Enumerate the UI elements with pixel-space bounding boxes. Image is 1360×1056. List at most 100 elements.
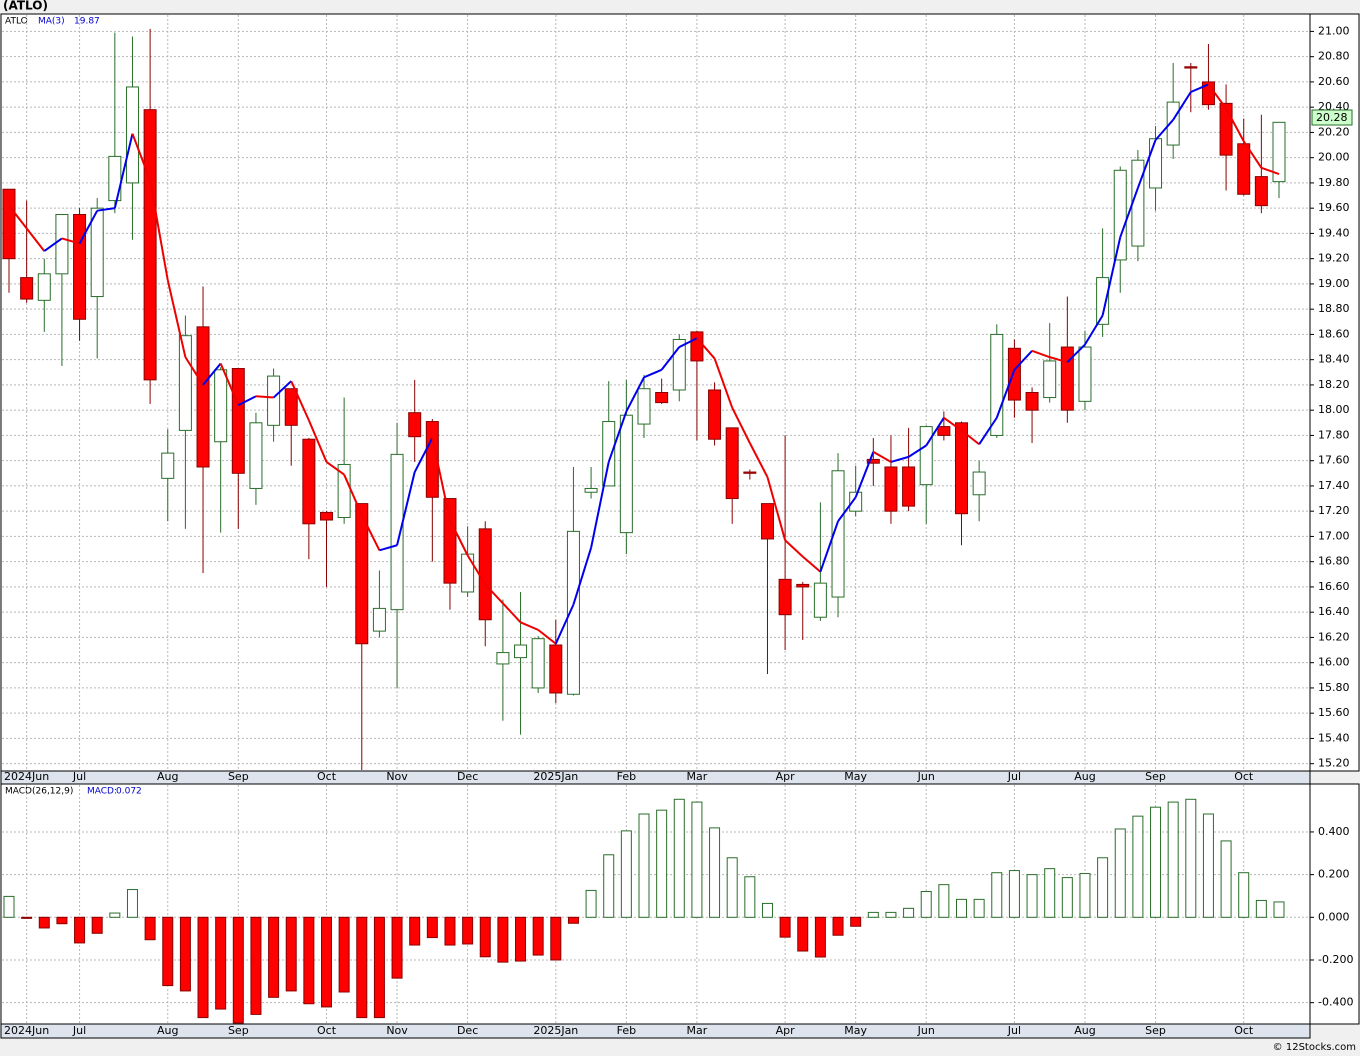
x-tick-label: May [844, 770, 867, 783]
bar [426, 916, 438, 939]
bar [1202, 813, 1214, 918]
y-tick-label: 16.20 [1318, 630, 1350, 643]
ma-line [625, 376, 645, 412]
y-tick-label: 15.80 [1318, 681, 1350, 694]
candle-body [1096, 277, 1110, 325]
macd-panel [0, 783, 1311, 1025]
ma-line [837, 496, 857, 522]
candle-body [2, 188, 16, 260]
y-tick-label: 0.000 [1318, 910, 1350, 923]
bar [1238, 872, 1250, 918]
ma-line [678, 337, 698, 348]
candle-body [972, 471, 986, 496]
candle-body [73, 213, 87, 320]
x-tick-label: Oct [317, 770, 337, 783]
y-tick-label: 18.40 [1318, 353, 1350, 366]
bar [1026, 874, 1038, 918]
ma-line [554, 604, 575, 645]
ma-line [1261, 166, 1280, 176]
x-tick-label: Apr [776, 770, 796, 783]
ma-line [272, 380, 292, 399]
candle-body [178, 335, 192, 431]
ma-line [379, 544, 398, 552]
bar [1150, 806, 1162, 918]
ma-line [731, 407, 751, 444]
ma-line [131, 133, 152, 181]
candle-body [955, 422, 968, 515]
ma-line [431, 437, 451, 521]
y-tick-label: 20.20 [1318, 125, 1350, 138]
candle-body [602, 421, 616, 487]
y-tick-label: 18.80 [1318, 302, 1350, 315]
bar [285, 916, 297, 992]
candle-body [1149, 138, 1163, 189]
candle-body [549, 644, 563, 694]
ma-line [925, 417, 945, 447]
x-tick-label: Sep [228, 1024, 249, 1037]
bar [1255, 899, 1267, 918]
y-tick-label: 16.80 [1318, 555, 1350, 568]
bar [479, 916, 491, 958]
ma-line [643, 368, 663, 379]
ma-line [1172, 91, 1192, 121]
candle-body [813, 582, 827, 618]
candle-body [337, 463, 351, 518]
x-tick-label: Aug [1074, 770, 1095, 783]
x-tick-label: Jun [917, 770, 935, 783]
candle-body [390, 453, 404, 611]
candle-body [214, 369, 228, 443]
ma-line [97, 207, 115, 212]
ma-line [890, 455, 909, 463]
bar [179, 916, 191, 992]
bar [779, 916, 791, 938]
ma-line [219, 363, 240, 406]
bar [91, 916, 103, 934]
y-tick-label: 17.20 [1318, 504, 1350, 517]
ma-line [466, 554, 487, 585]
y-tick-label: 16.40 [1318, 605, 1350, 618]
candle-body [320, 511, 333, 521]
y-tick-label: 19.60 [1318, 201, 1350, 214]
ma-line [290, 380, 310, 421]
macd-value: 0.072 [116, 787, 142, 797]
ma-line [1154, 119, 1174, 141]
candle-body [284, 388, 298, 426]
x-tick-label: Jun [917, 1024, 935, 1037]
ma-line [255, 395, 274, 399]
ma-line [960, 429, 980, 446]
ma-line [43, 237, 63, 252]
ma-line [1242, 140, 1263, 169]
bar [656, 809, 668, 918]
bar [126, 889, 138, 918]
candle-body [1043, 360, 1057, 399]
x-tick-label: 2025Jan [533, 1024, 578, 1037]
x-tick-label: Mar [687, 1024, 708, 1037]
candle-body [1219, 102, 1233, 156]
candle-body [1060, 346, 1074, 411]
y-tick-label: 16.00 [1318, 656, 1350, 669]
candle-body [884, 466, 898, 512]
candle-body [902, 466, 916, 507]
bar [585, 889, 597, 918]
ma-line [325, 461, 345, 476]
candle-body [619, 414, 633, 534]
bar [1044, 868, 1056, 918]
x-tick-label: May [844, 1024, 867, 1037]
y-tick-label: 16.60 [1318, 580, 1350, 593]
x-tick-label: Sep [1145, 770, 1166, 783]
bar [162, 916, 174, 987]
candle-body [1272, 121, 1286, 183]
ma-line [166, 279, 187, 358]
bar [1220, 840, 1232, 918]
ma-line [696, 337, 716, 360]
x-tick-label: Feb [617, 770, 636, 783]
bar [38, 916, 50, 929]
x-tick-label: Aug [1074, 1024, 1095, 1037]
ma-line [449, 519, 469, 556]
date-strip [0, 770, 1311, 785]
x-tick-label: 2025Jan [533, 770, 578, 783]
ma-line [1136, 139, 1157, 189]
ma-line [396, 471, 416, 546]
candle-body [496, 652, 510, 665]
ma-line [360, 514, 381, 551]
